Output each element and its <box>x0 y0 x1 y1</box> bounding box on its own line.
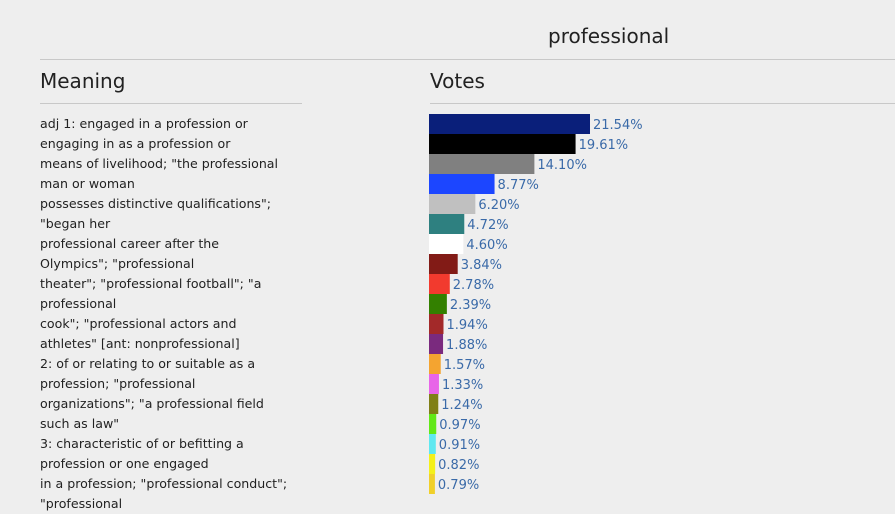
vote-bar <box>429 234 464 254</box>
vote-percent-label: 1.94% <box>447 318 488 333</box>
meaning-line: in a profession; "professional conduct"; <box>40 476 288 491</box>
title-divider <box>40 59 895 60</box>
vote-bar <box>429 454 436 474</box>
votes-bar-chart: 21.54% 19.61% 14.10% 8.77% 6.20% 4.72% 4.60% 3.… <box>429 114 643 494</box>
meaning-line: "began her <box>40 216 111 231</box>
vote-percent-label: 2.39% <box>450 298 491 313</box>
meaning-line: possesses distinctive qualifications"; <box>40 196 272 211</box>
vote-percent-label: 0.97% <box>439 418 480 433</box>
vote-bar <box>429 154 535 174</box>
meaning-line: professional <box>40 296 117 311</box>
meaning-heading: Meaning <box>40 69 126 93</box>
votes-divider <box>430 103 895 104</box>
vote-percent-label: 3.84% <box>461 258 502 273</box>
vote-percent-label: 0.79% <box>438 478 479 493</box>
vote-bar <box>429 314 444 334</box>
vote-bar <box>429 174 495 194</box>
meaning-line: professional career after the <box>40 236 219 251</box>
vote-percent-label: 21.54% <box>593 118 643 133</box>
vote-bar <box>429 194 476 214</box>
vote-percent-label: 0.91% <box>439 438 480 453</box>
vote-percent-label: 1.57% <box>444 358 485 373</box>
vote-bar <box>429 114 590 134</box>
meaning-line: 2: of or relating to or suitable as a <box>40 356 256 371</box>
meaning-line: adj 1: engaged in a profession or <box>40 116 248 131</box>
vote-bar <box>429 354 441 374</box>
vote-percent-label: 0.82% <box>438 458 479 473</box>
vote-bar <box>429 434 436 454</box>
meaning-line: "professional <box>40 496 123 511</box>
meaning-divider <box>40 103 302 104</box>
vote-percent-label: 1.24% <box>441 398 482 413</box>
vote-bar <box>429 294 447 314</box>
vote-percent-label: 6.20% <box>478 198 519 213</box>
vote-bar <box>429 274 450 294</box>
meaning-line: 3: characteristic of or befitting a <box>40 436 244 451</box>
vote-bar <box>429 214 465 234</box>
meaning-text: adj 1: engaged in a profession or engagin… <box>40 114 310 514</box>
meaning-line: athletes" [ant: nonprofessional] <box>40 336 240 351</box>
vote-percent-label: 8.77% <box>498 178 539 193</box>
vote-bar <box>429 254 458 274</box>
votes-heading: Votes <box>430 69 485 93</box>
meaning-line: organizations"; "a professional field <box>40 396 264 411</box>
meaning-line: theater"; "professional football"; "a <box>40 276 262 291</box>
meaning-line: profession; "professional <box>40 376 196 391</box>
meaning-line: man or woman <box>40 176 135 191</box>
vote-bar <box>429 334 444 354</box>
vote-percent-label: 1.88% <box>446 338 487 353</box>
vote-percent-label: 2.78% <box>453 278 494 293</box>
meaning-line: cook"; "professional actors and <box>40 316 237 331</box>
vote-bar <box>429 134 576 154</box>
vote-percent-label: 19.61% <box>579 138 629 153</box>
vote-bar <box>429 414 437 434</box>
meaning-line: profession or one engaged <box>40 456 209 471</box>
meaning-line: means of livelihood; "the professional <box>40 156 279 171</box>
vote-percent-label: 1.33% <box>442 378 483 393</box>
vote-bar <box>429 394 439 414</box>
vote-percent-label: 4.72% <box>467 218 508 233</box>
vote-bar <box>429 374 439 394</box>
meaning-line: Olympics"; "professional <box>40 256 195 271</box>
meaning-line: engaging in as a profession or <box>40 136 231 151</box>
vote-percent-label: 4.60% <box>466 238 507 253</box>
meaning-line: such as law" <box>40 416 120 431</box>
page-title: professional <box>548 24 670 48</box>
vote-bar <box>429 474 435 494</box>
vote-percent-label: 14.10% <box>537 158 587 173</box>
